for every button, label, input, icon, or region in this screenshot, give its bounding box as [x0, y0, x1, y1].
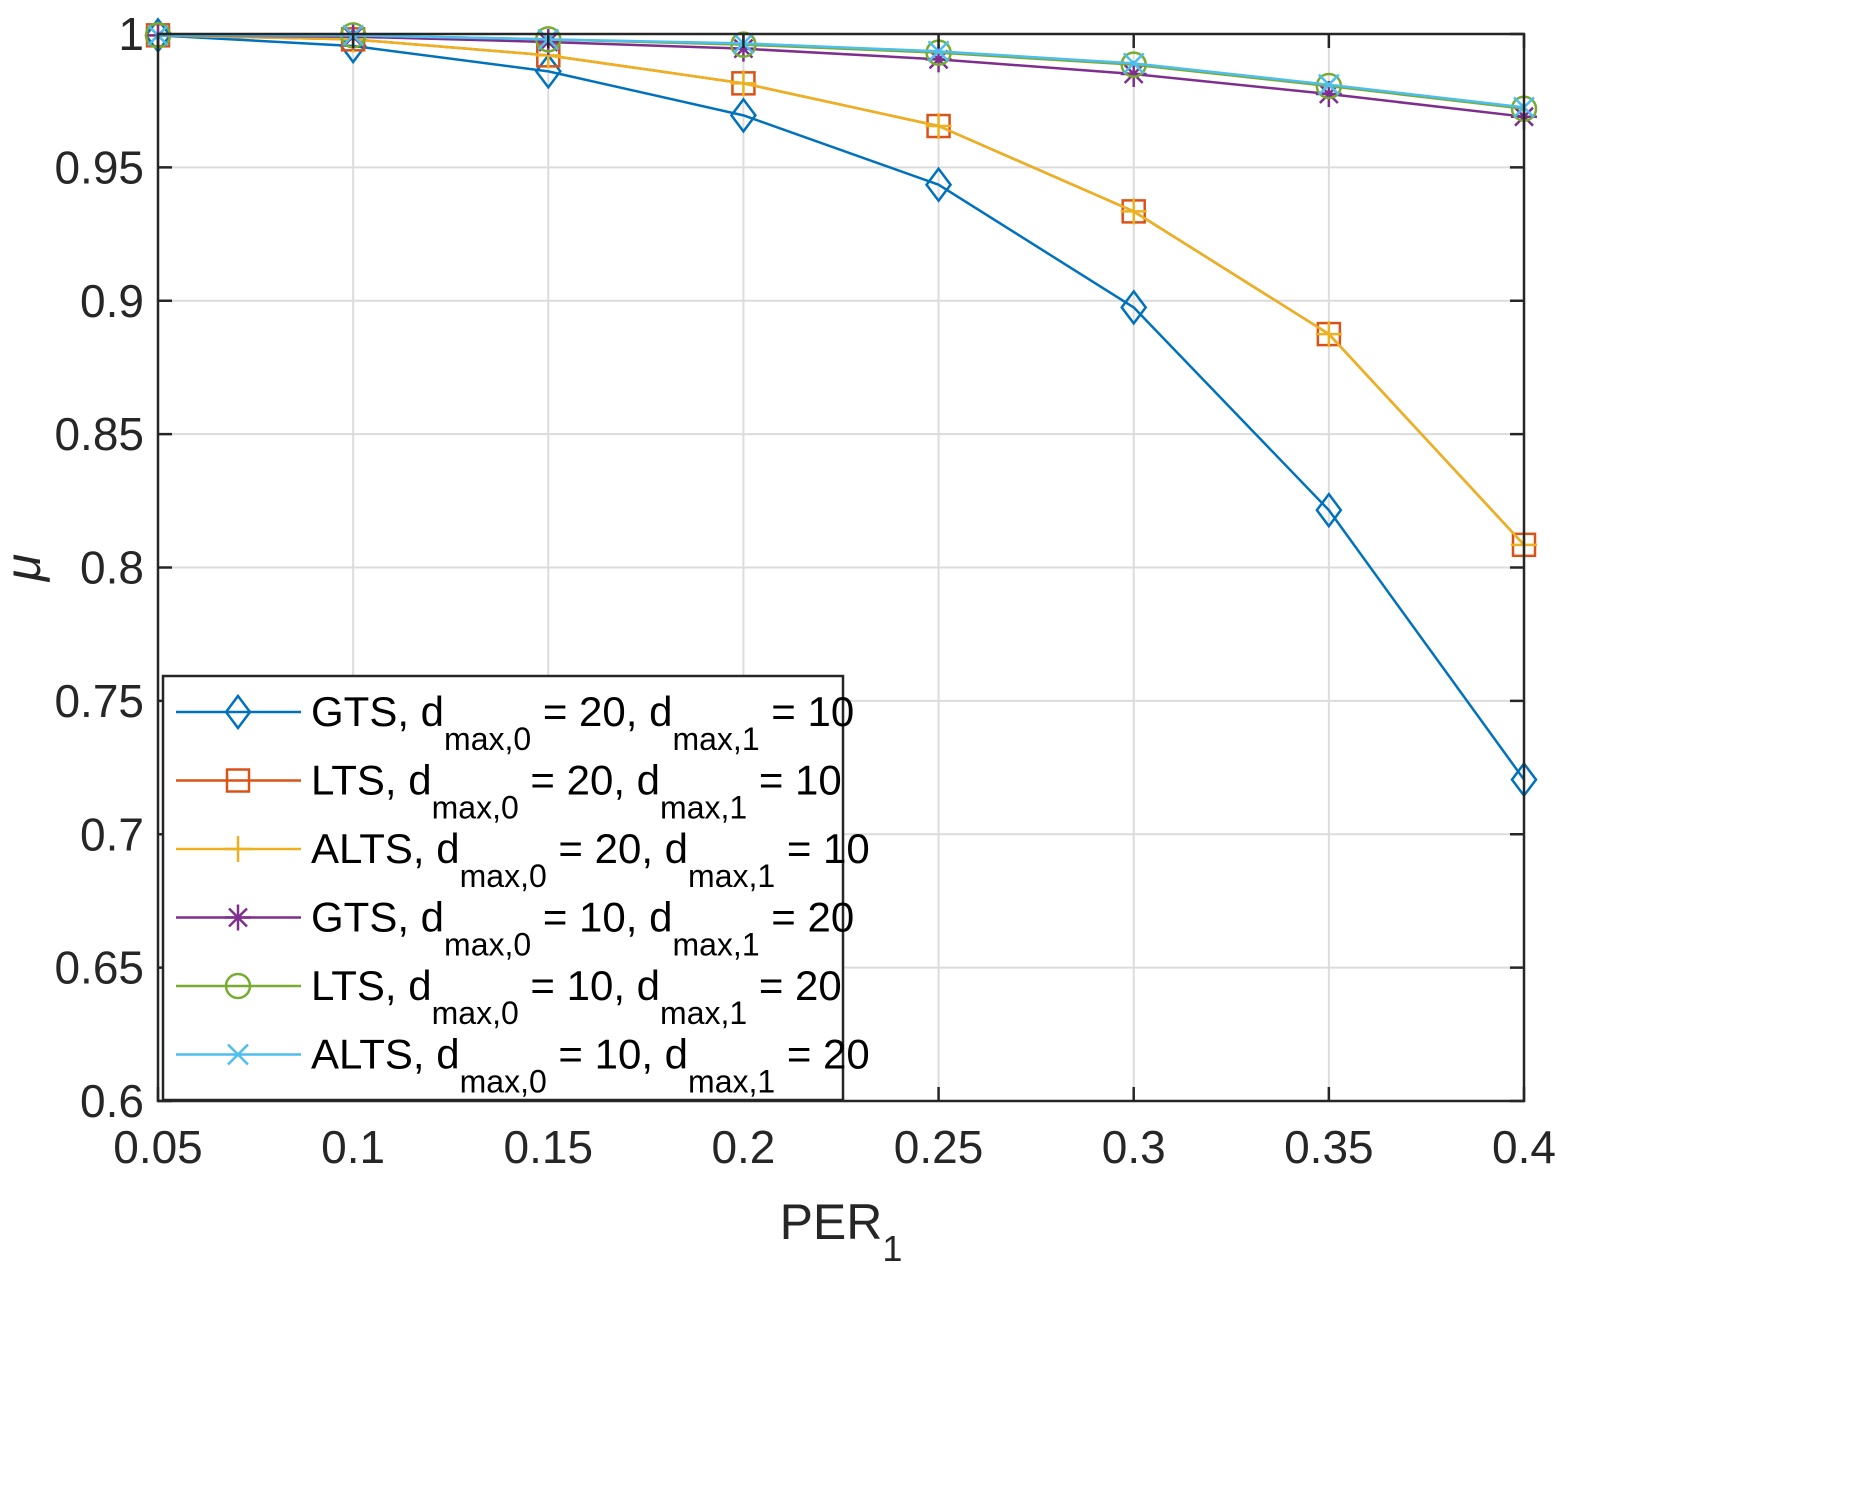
- x-tick-label: 0.1: [321, 1121, 385, 1173]
- legend-marker: [225, 836, 251, 862]
- y-tick-label: 0.65: [54, 942, 144, 994]
- legend-label-subscript: max,0: [432, 995, 519, 1031]
- legend-label-subscript: max,0: [444, 721, 531, 757]
- x-axis-label-subscript: 1: [882, 1228, 902, 1269]
- legend-label-part: GTS, d: [311, 894, 444, 941]
- y-tick-label: 0.75: [54, 675, 144, 727]
- series-line: [157, 34, 1525, 546]
- data-point: [1315, 321, 1342, 348]
- legend-label-part: = 10, d: [531, 894, 672, 941]
- legend-entry: ALTS, dmax,0 = 10, dmax,1 = 20: [176, 1031, 870, 1100]
- legend-label-subscript: max,0: [460, 1064, 547, 1100]
- legend-label-part: LTS, d: [311, 757, 432, 804]
- legend-label: LTS, dmax,0 = 20, dmax,1 = 10: [311, 757, 842, 826]
- legend-entry: GTS, dmax,0 = 20, dmax,1 = 10: [176, 688, 854, 757]
- legend-label: LTS, dmax,0 = 10, dmax,1 = 20: [311, 962, 842, 1031]
- legend-label-subscript: max,1: [688, 858, 775, 894]
- legend-label-subscript: max,0: [432, 790, 519, 826]
- x-tick-label: 0.4: [1492, 1121, 1556, 1173]
- legend-label-part: = 10: [760, 688, 855, 735]
- legend-label-part: = 10, d: [519, 962, 660, 1009]
- data-point: [927, 40, 950, 63]
- x-axis-label: PER1: [780, 1194, 903, 1269]
- data-point: [1317, 73, 1340, 96]
- data-point: [730, 70, 757, 97]
- y-tick-label: 0.7: [80, 808, 144, 860]
- data-point: [1122, 52, 1145, 75]
- legend-label-part: = 20, d: [547, 825, 688, 872]
- axis-ticks: 0.05 0.1 0.15 0.2 0.25 0.3 0.35 0.4 0.6 0.65 0.7 0.…: [54, 8, 1556, 1173]
- legend-label-part: = 10: [747, 757, 842, 804]
- y-tick-label: 0.6: [80, 1075, 144, 1127]
- legend-label-subscript: max,1: [672, 927, 759, 963]
- legend-marker: [224, 693, 252, 731]
- series-line: [157, 34, 1526, 781]
- legend-label-part: = 20, d: [519, 757, 660, 804]
- legend-entry: GTS, dmax,0 = 10, dmax,1 = 20: [176, 894, 854, 963]
- x-tick-label: 0.25: [894, 1121, 984, 1173]
- legend-label: GTS, dmax,0 = 20, dmax,1 = 10: [311, 688, 854, 757]
- y-tick-label: 0.95: [54, 141, 144, 193]
- x-tick-label: 0.35: [1284, 1121, 1374, 1173]
- x-axis-label-text: PER: [780, 1194, 883, 1250]
- y-tick-label: 0.9: [80, 275, 144, 327]
- data-point: [925, 113, 952, 140]
- data-point: [729, 97, 757, 134]
- legend-marker: [225, 768, 251, 793]
- legend-entry: LTS, dmax,0 = 20, dmax,1 = 10: [176, 757, 842, 826]
- y-tick-label: 1: [118, 8, 144, 60]
- series-line: [157, 34, 1525, 118]
- legend-entry: LTS, dmax,0 = 10, dmax,1 = 20: [176, 962, 842, 1031]
- legend-label: ALTS, dmax,0 = 20, dmax,1 = 10: [311, 825, 870, 894]
- legend-label-part: LTS, d: [311, 962, 432, 1009]
- legend-label: GTS, dmax,0 = 10, dmax,1 = 20: [311, 894, 854, 963]
- legend-label-subscript: max,0: [460, 858, 547, 894]
- x-tick-label: 0.05: [113, 1121, 203, 1173]
- data-point: [1120, 198, 1147, 225]
- y-axis-label: μ: [0, 554, 51, 583]
- legend-label-part: = 20: [747, 962, 842, 1009]
- legend-label: ALTS, dmax,0 = 10, dmax,1 = 20: [311, 1031, 870, 1100]
- x-tick-label: 0.3: [1102, 1121, 1166, 1173]
- legend-label-subscript: max,1: [660, 995, 747, 1031]
- y-tick-label: 0.85: [54, 408, 144, 460]
- legend-marker: [225, 904, 251, 931]
- legend-label-part: GTS, d: [311, 688, 444, 735]
- legend-box: [161, 674, 845, 1102]
- x-tick-label: 0.2: [711, 1121, 775, 1173]
- data-point: [1315, 492, 1343, 529]
- legend-label-part: ALTS, d: [311, 1031, 460, 1078]
- legend-label-part: = 20, d: [531, 688, 672, 735]
- legend-label-part: = 20: [760, 894, 855, 941]
- legend-label-part: = 10: [775, 825, 870, 872]
- legend-marker: [227, 1043, 249, 1066]
- legend-label-part: = 10, d: [547, 1031, 688, 1078]
- data-point: [925, 166, 953, 203]
- y-tick-label: 0.8: [80, 542, 144, 594]
- legend-label-subscript: max,1: [688, 1064, 775, 1100]
- legend-label-part: = 20: [775, 1031, 870, 1078]
- legend-entry: ALTS, dmax,0 = 20, dmax,1 = 10: [176, 825, 870, 894]
- legend-marker: [224, 972, 252, 1000]
- legend-label-subscript: max,1: [660, 790, 747, 826]
- data-point: [1120, 289, 1148, 326]
- data-series: [144, 17, 1538, 798]
- series-line: [158, 34, 1525, 109]
- legend-label-subscript: max,1: [672, 721, 759, 757]
- legend-label-part: ALTS, d: [311, 825, 460, 872]
- legend-label-subscript: max,0: [444, 927, 531, 963]
- x-tick-label: 0.15: [504, 1121, 594, 1173]
